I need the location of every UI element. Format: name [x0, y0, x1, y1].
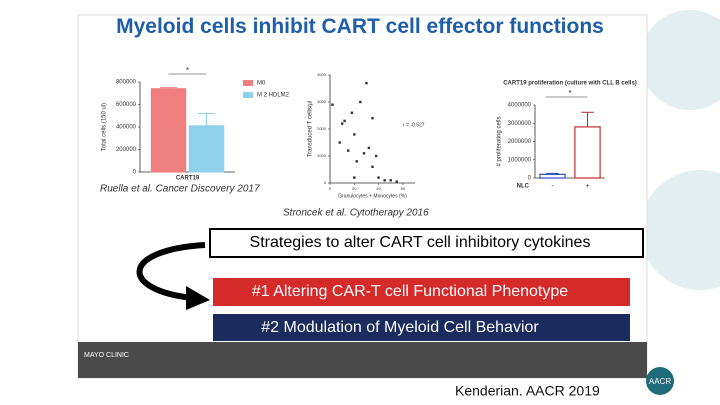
- citation: Stroncek et al. Cytotherapy 2016: [283, 208, 429, 219]
- strategy-1-box: [213, 278, 630, 306]
- point: [340, 122, 344, 125]
- y-tick-label: 800000: [116, 80, 137, 86]
- y-tick-label: 2000: [317, 126, 327, 131]
- y-tick-label: 3000: [317, 99, 327, 104]
- annotation: r = -0.527: [403, 122, 425, 128]
- row-label: NLC: [517, 184, 530, 190]
- bar: [188, 125, 225, 173]
- point: [371, 165, 374, 168]
- significance: *: [186, 66, 189, 75]
- y-tick-label: 0: [324, 180, 327, 185]
- point: [389, 179, 392, 182]
- point: [374, 154, 378, 158]
- point: [350, 111, 354, 114]
- y-axis-label: # proliferating cells: [497, 116, 503, 166]
- legend-swatch: [243, 92, 253, 98]
- y-tick-label: 0: [528, 176, 532, 182]
- x-tick-label: 40: [376, 186, 381, 191]
- point: [331, 103, 334, 106]
- footer-band: [78, 342, 647, 378]
- x-tick-label: 0: [329, 186, 332, 191]
- point: [338, 141, 341, 144]
- significance: *: [568, 89, 571, 98]
- legend-label: M 2 HDLM2: [257, 93, 290, 99]
- y-tick-label: 4000: [317, 72, 327, 77]
- point: [347, 149, 350, 152]
- citation: Ruella et al. Cancer Discovery 2017: [100, 184, 260, 195]
- strategies: Strategies to alter CART cell inhibitory…: [250, 234, 591, 251]
- y-tick-label: 600000: [116, 102, 137, 108]
- y-tick-label: 0: [133, 170, 137, 176]
- credit: Kenderian. AACR 2019: [455, 383, 600, 399]
- point: [353, 176, 356, 179]
- point: [383, 179, 386, 182]
- x-axis-label: Granulocytes + Monocytes (%): [338, 193, 407, 199]
- y-tick-label: 3000000: [508, 121, 532, 127]
- y-tick-label: 1000: [317, 153, 327, 158]
- strategy-2: #2 Modulation of Myeloid Cell Behavior: [261, 319, 539, 336]
- bar: [150, 88, 187, 173]
- x-tick-label: 60: [401, 186, 406, 191]
- badge: [646, 367, 674, 395]
- x-tick-label: -: [551, 183, 554, 190]
- point: [365, 81, 368, 85]
- x-tick-label: +: [585, 183, 589, 190]
- x-axis-label: CART19: [176, 176, 200, 182]
- legend-swatch: [243, 80, 253, 86]
- slide-title: Myeloid cells inhibit CART cell effector…: [116, 15, 604, 38]
- strategies-box: [209, 228, 644, 258]
- point: [367, 146, 371, 150]
- y-tick-label: 1000000: [508, 157, 532, 163]
- point: [377, 176, 380, 179]
- arrow-head: [186, 286, 210, 310]
- decor: [640, 10, 720, 110]
- strategy-2-box: [213, 314, 630, 341]
- arrow: [136, 242, 206, 301]
- point: [359, 100, 362, 104]
- legend-label: M0: [257, 81, 266, 87]
- chart-title: CART19 proliferation (culture with CLL B…: [503, 81, 637, 87]
- y-tick-label: 2000000: [508, 139, 532, 145]
- decor: [640, 170, 720, 290]
- point: [395, 180, 398, 183]
- point: [355, 160, 358, 163]
- point: [343, 119, 346, 123]
- x-tick-label: 20: [352, 186, 357, 191]
- y-tick-label: 200000: [116, 147, 137, 153]
- point: [353, 133, 356, 136]
- badge-label: AACR: [649, 377, 671, 386]
- point: [362, 152, 366, 155]
- y-tick-label: 400000: [116, 125, 137, 131]
- logo: MAYO CLINIC: [84, 352, 129, 359]
- strategy-1: #1 Altering CAR-T cell Functional Phenot…: [252, 283, 568, 300]
- y-tick-label: 4000000: [508, 103, 532, 109]
- point: [371, 117, 374, 120]
- y-axis-label: Total cells (150 ul): [102, 103, 108, 151]
- y-axis-label: Transduced T cells/µl: [308, 101, 314, 158]
